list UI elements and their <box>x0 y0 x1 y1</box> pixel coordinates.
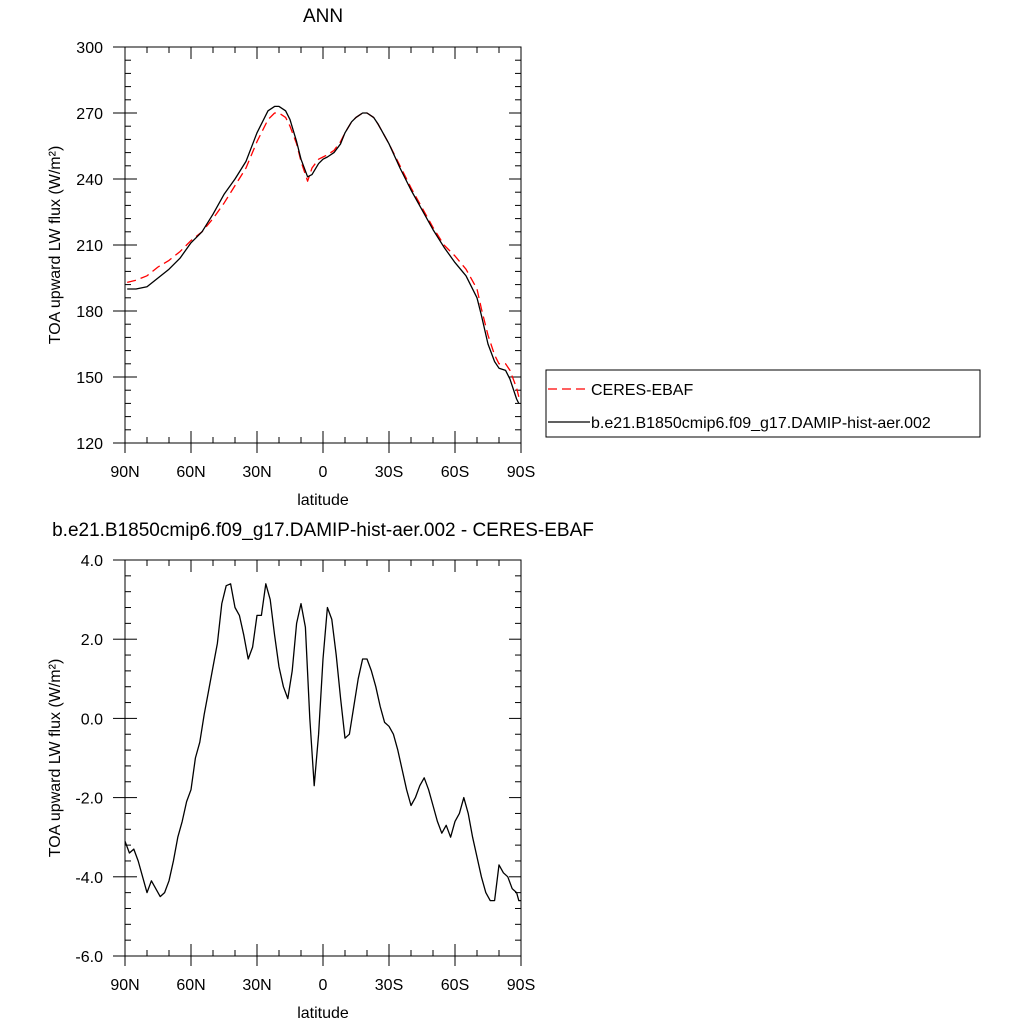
x-tick-label: 90S <box>507 464 535 481</box>
y-axis-label: TOA upward LW flux (W/m²) <box>47 659 64 858</box>
x-tick-label: 90N <box>110 977 139 994</box>
legend-label-2: b.e21.B1850cmip6.f09_g17.DAMIP-hist-aer.… <box>591 415 931 432</box>
chart-title: ANN <box>303 6 343 27</box>
x-tick-label: 30N <box>242 464 271 481</box>
legend-label-1: CERES-EBAF <box>591 382 693 399</box>
legend: CERES-EBAF b.e21.B1850cmip6.f09_g17.DAMIP… <box>545 369 981 438</box>
chart-panel-1: ANN 120 150 180 210 240 270 300 90N 60N 30N 0 30S 60S… <box>47 6 981 509</box>
x-tick-label: 0 <box>319 464 328 481</box>
y-tick-label: 270 <box>76 106 103 123</box>
y-tick-label: 180 <box>76 304 103 321</box>
x-tick-label: 90S <box>507 977 535 994</box>
x-axis-label: latitude <box>297 1005 349 1022</box>
x-tick-label: 0 <box>319 977 328 994</box>
legend-box <box>545 369 981 438</box>
y-axis-label: TOA upward LW flux (W/m²) <box>47 146 64 345</box>
x-tick-label: 30N <box>242 977 271 994</box>
chart-title: b.e21.B1850cmip6.f09_g17.DAMIP-hist-aer.… <box>52 520 594 541</box>
x-tick-label: 60S <box>441 977 469 994</box>
y-tick-label: 240 <box>76 172 103 189</box>
x-tick-label: 60S <box>441 464 469 481</box>
y-tick-label: 300 <box>76 40 103 57</box>
plot-frame <box>124 46 522 444</box>
chart-panel-2: b.e21.B1850cmip6.f09_g17.DAMIP-hist-aer.… <box>47 520 594 1022</box>
y-tick-label: 210 <box>76 238 103 255</box>
series-line-1 <box>127 112 520 397</box>
y-tick-label: -6.0 <box>75 949 103 966</box>
x-tick-label: 30S <box>375 464 403 481</box>
x-tick-label: 60N <box>176 977 205 994</box>
y-tick-label: 2.0 <box>81 632 103 649</box>
y-tick-label: 4.0 <box>81 553 103 570</box>
x-axis-label: latitude <box>297 492 349 509</box>
y-tick-label: 150 <box>76 370 103 387</box>
x-tick-label: 30S <box>375 977 403 994</box>
plot-frame <box>124 559 522 957</box>
y-tick-label: -2.0 <box>75 791 103 808</box>
y-tick-label: 120 <box>76 436 103 453</box>
series-line-1 <box>124 583 521 902</box>
x-tick-label: 90N <box>110 464 139 481</box>
x-tick-label: 60N <box>176 464 205 481</box>
y-tick-label: -4.0 <box>75 870 103 887</box>
y-tick-label: 0.0 <box>81 711 103 728</box>
series-line-2 <box>127 105 520 404</box>
